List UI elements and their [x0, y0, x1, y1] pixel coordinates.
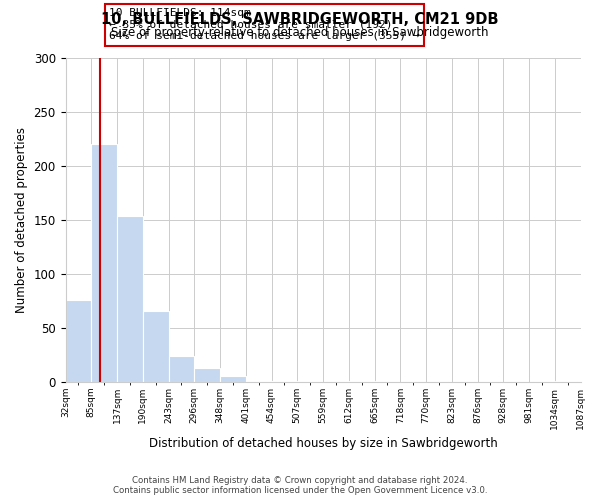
Bar	[169, 356, 194, 382]
Bar	[555, 380, 581, 382]
Text: Contains HM Land Registry data © Crown copyright and database right 2024.
Contai: Contains HM Land Registry data © Crown c…	[113, 476, 487, 495]
Text: 10 BULLFIELDS: 114sqm
← 35% of detached houses are smaller (192)
64% of semi-det: 10 BULLFIELDS: 114sqm ← 35% of detached …	[109, 8, 420, 42]
Bar	[220, 376, 246, 382]
Bar	[194, 368, 220, 382]
Bar	[91, 144, 117, 382]
X-axis label: Distribution of detached houses by size in Sawbridgeworth: Distribution of detached houses by size …	[149, 437, 497, 450]
Bar	[349, 380, 374, 382]
Bar	[246, 380, 272, 382]
Bar	[117, 216, 143, 382]
Text: Size of property relative to detached houses in Sawbridgeworth: Size of property relative to detached ho…	[111, 26, 489, 39]
Y-axis label: Number of detached properties: Number of detached properties	[15, 126, 28, 312]
Bar	[272, 380, 297, 382]
Text: 10, BULLFIELDS, SAWBRIDGEWORTH, CM21 9DB: 10, BULLFIELDS, SAWBRIDGEWORTH, CM21 9DB	[101, 12, 499, 28]
Bar	[143, 312, 169, 382]
Bar	[65, 300, 91, 382]
